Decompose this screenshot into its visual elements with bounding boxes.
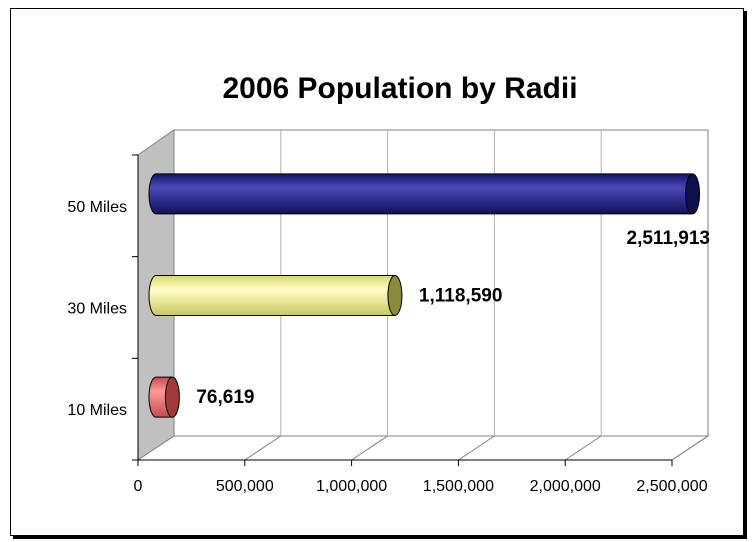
x-axis-ticks — [137, 460, 673, 466]
x-tick-label-4: 2,000,000 — [530, 478, 601, 495]
bar-body-30-miles — [148, 275, 396, 316]
data-label-50-miles: 2,511,913 — [627, 228, 710, 249]
data-labels: 76,619 1,118,590 2,511,913 — [196, 228, 710, 408]
floor-gridline-3 — [458, 435, 495, 461]
bar-body-50-miles — [148, 173, 694, 215]
floor-gridline-1 — [244, 435, 282, 461]
x-tick-label-2: 1,000,000 — [316, 478, 387, 495]
x-tick-label-0: 0 — [134, 478, 143, 495]
plot-floor — [136, 435, 710, 461]
bar-cap-10-miles — [164, 376, 180, 418]
category-label-50-miles: 50 Miles — [67, 199, 127, 216]
bar-30-miles — [148, 275, 403, 316]
x-tick-label-1: 500,000 — [216, 478, 274, 495]
bars — [148, 173, 701, 418]
bar-cap-50-miles — [685, 173, 701, 215]
category-label-10-miles: 10 Miles — [67, 402, 127, 419]
floor-gridline-2 — [351, 435, 388, 461]
bar-10-miles — [148, 376, 180, 418]
x-axis-tick-labels: 0 500,000 1,000,000 1,500,000 2,000,000 2,500… — [134, 478, 708, 495]
floor-gridline-4 — [564, 435, 602, 461]
chart-title: 2006 Population by Radii — [222, 72, 577, 105]
data-label-30-miles: 1,118,590 — [419, 286, 502, 307]
category-labels: 10 Miles 30 Miles 50 Miles — [67, 199, 127, 419]
bar-50-miles — [148, 173, 701, 215]
floor-gridline-5 — [671, 435, 709, 461]
floor-gridlines — [244, 435, 709, 461]
category-label-30-miles: 30 Miles — [67, 301, 127, 318]
bar-cap-30-miles — [387, 275, 403, 316]
x-tick-label-5: 2,500,000 — [636, 478, 707, 495]
data-label-10-miles: 76,619 — [196, 387, 254, 408]
y-axis-ticks — [132, 154, 138, 461]
x-tick-label-3: 1,500,000 — [423, 478, 494, 495]
